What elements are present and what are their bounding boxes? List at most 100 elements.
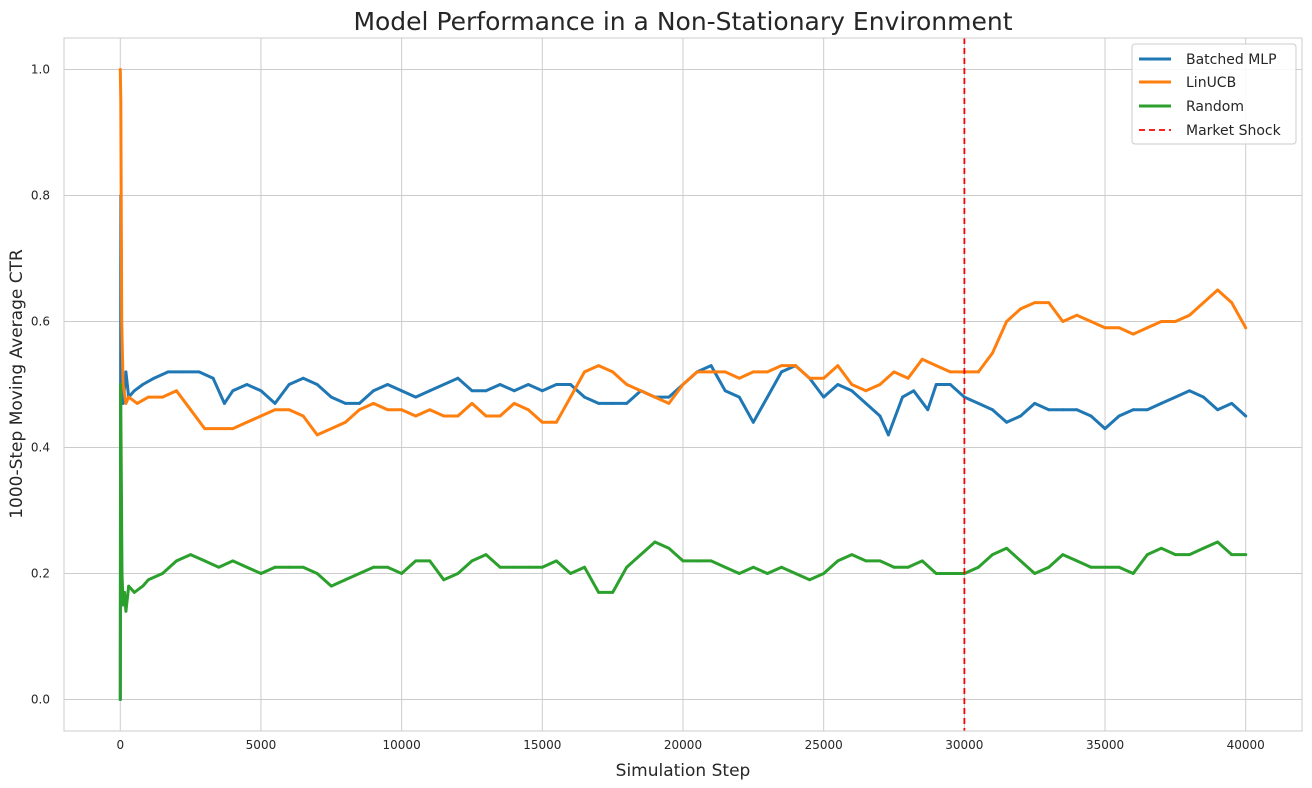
data-point-linucb [329, 427, 333, 430]
y-tick-label: 0.6 [31, 315, 50, 329]
data-point-batched-mlp [1174, 395, 1177, 399]
data-point-random [597, 591, 600, 594]
data-point-batched-mlp [526, 383, 530, 386]
data-point-linucb [639, 389, 643, 393]
data-point-linucb [456, 414, 460, 418]
data-point-random [132, 591, 136, 594]
data-point-random [329, 584, 333, 588]
data-point-linucb [118, 68, 122, 71]
data-point-batched-mlp [934, 383, 938, 386]
data-point-linucb [1202, 301, 1205, 304]
data-point-batched-mlp [912, 389, 916, 393]
data-point-batched-mlp [484, 389, 488, 393]
data-point-linucb [161, 395, 164, 399]
data-point-linucb [315, 433, 319, 437]
data-point-batched-mlp [864, 402, 868, 405]
data-point-linucb [1005, 320, 1008, 323]
y-tick-label: 0.2 [31, 567, 50, 581]
data-point-batched-mlp [1131, 408, 1135, 412]
data-point-batched-mlp [766, 395, 769, 399]
data-point-random [822, 572, 826, 575]
data-point-random [991, 553, 994, 556]
data-point-linucb [625, 383, 629, 386]
data-point-random [120, 572, 124, 575]
data-point-linucb [1188, 313, 1191, 317]
data-point-random [1075, 559, 1079, 563]
data-point-random [147, 578, 150, 582]
data-point-random [611, 591, 615, 594]
data-point-random [1216, 540, 1219, 544]
data-point-random [442, 578, 446, 582]
data-point-random [723, 565, 727, 569]
data-point-linucb [583, 370, 586, 374]
legend-entry-random: Random [1139, 99, 1244, 115]
data-point-batched-mlp [709, 364, 713, 367]
data-point-batched-mlp [1159, 402, 1163, 405]
data-point-linucb [386, 408, 389, 412]
data-point-linucb [850, 383, 854, 386]
data-point-linucb [1103, 326, 1107, 330]
data-point-batched-mlp [737, 395, 741, 399]
data-point-linucb [414, 414, 418, 418]
data-point-batched-mlp [1061, 408, 1065, 412]
data-point-random [484, 553, 488, 556]
data-point-batched-mlp [315, 383, 319, 386]
data-point-random [498, 565, 502, 569]
data-point-linucb [119, 99, 123, 103]
data-point-random [681, 559, 685, 563]
data-point-batched-mlp [1005, 420, 1008, 424]
data-point-batched-mlp [991, 408, 994, 412]
data-point-linucb [1033, 301, 1037, 304]
data-point-batched-mlp [498, 383, 502, 386]
data-point-random [428, 559, 432, 563]
data-point-linucb [569, 395, 572, 399]
legend-label-batched-mlp: Batched MLP [1186, 52, 1277, 68]
data-point-random [121, 603, 125, 607]
x-tick-label: 35000 [1086, 738, 1124, 752]
data-point-random [217, 565, 221, 569]
data-point-random [583, 565, 586, 569]
data-point-random [892, 565, 896, 569]
data-point-linucb [512, 402, 516, 405]
data-point-batched-mlp [977, 402, 980, 405]
data-point-linucb [442, 414, 446, 418]
data-point-random [372, 565, 375, 569]
data-point-batched-mlp [1033, 402, 1037, 405]
data-point-batched-mlp [124, 370, 128, 374]
data-point-random [141, 584, 145, 588]
data-point-random [273, 565, 277, 569]
data-point-linucb [259, 414, 263, 418]
y-tick-labels: 0.0 0.2 0.4 0.6 0.8 1.0 [31, 63, 50, 707]
data-point-linucb [498, 414, 502, 418]
data-point-linucb [135, 402, 139, 405]
data-point-batched-mlp [1075, 408, 1079, 412]
data-point-random [127, 584, 131, 588]
legend-entry-batched-mlp: Batched MLP [1139, 52, 1277, 68]
data-point-batched-mlp [540, 389, 544, 393]
data-point-linucb [737, 376, 741, 380]
data-point-linucb [892, 370, 896, 374]
data-point-random [653, 540, 657, 544]
data-point-batched-mlp [1047, 408, 1051, 412]
data-point-random [512, 565, 516, 569]
data-point-batched-mlp [428, 389, 432, 393]
data-point-batched-mlp [1230, 402, 1234, 405]
data-point-linucb [794, 364, 797, 367]
data-point-linucb [484, 414, 488, 418]
data-point-linucb [287, 408, 291, 412]
data-point-random [780, 565, 783, 569]
data-point-batched-mlp [878, 414, 882, 418]
data-point-random [569, 572, 572, 575]
data-point-linucb [681, 383, 685, 386]
series-linucb [118, 68, 1248, 437]
legend-entry-linucb: LinUCB [1139, 75, 1236, 91]
data-point-linucb [231, 427, 235, 430]
data-point-batched-mlp [372, 389, 375, 393]
data-point-linucb [1244, 326, 1248, 330]
data-point-batched-mlp [287, 383, 291, 386]
data-point-random [555, 559, 558, 563]
data-point-linucb [540, 420, 544, 424]
data-point-batched-mlp [555, 383, 558, 386]
data-point-linucb [991, 351, 994, 355]
data-point-linucb [667, 402, 671, 405]
